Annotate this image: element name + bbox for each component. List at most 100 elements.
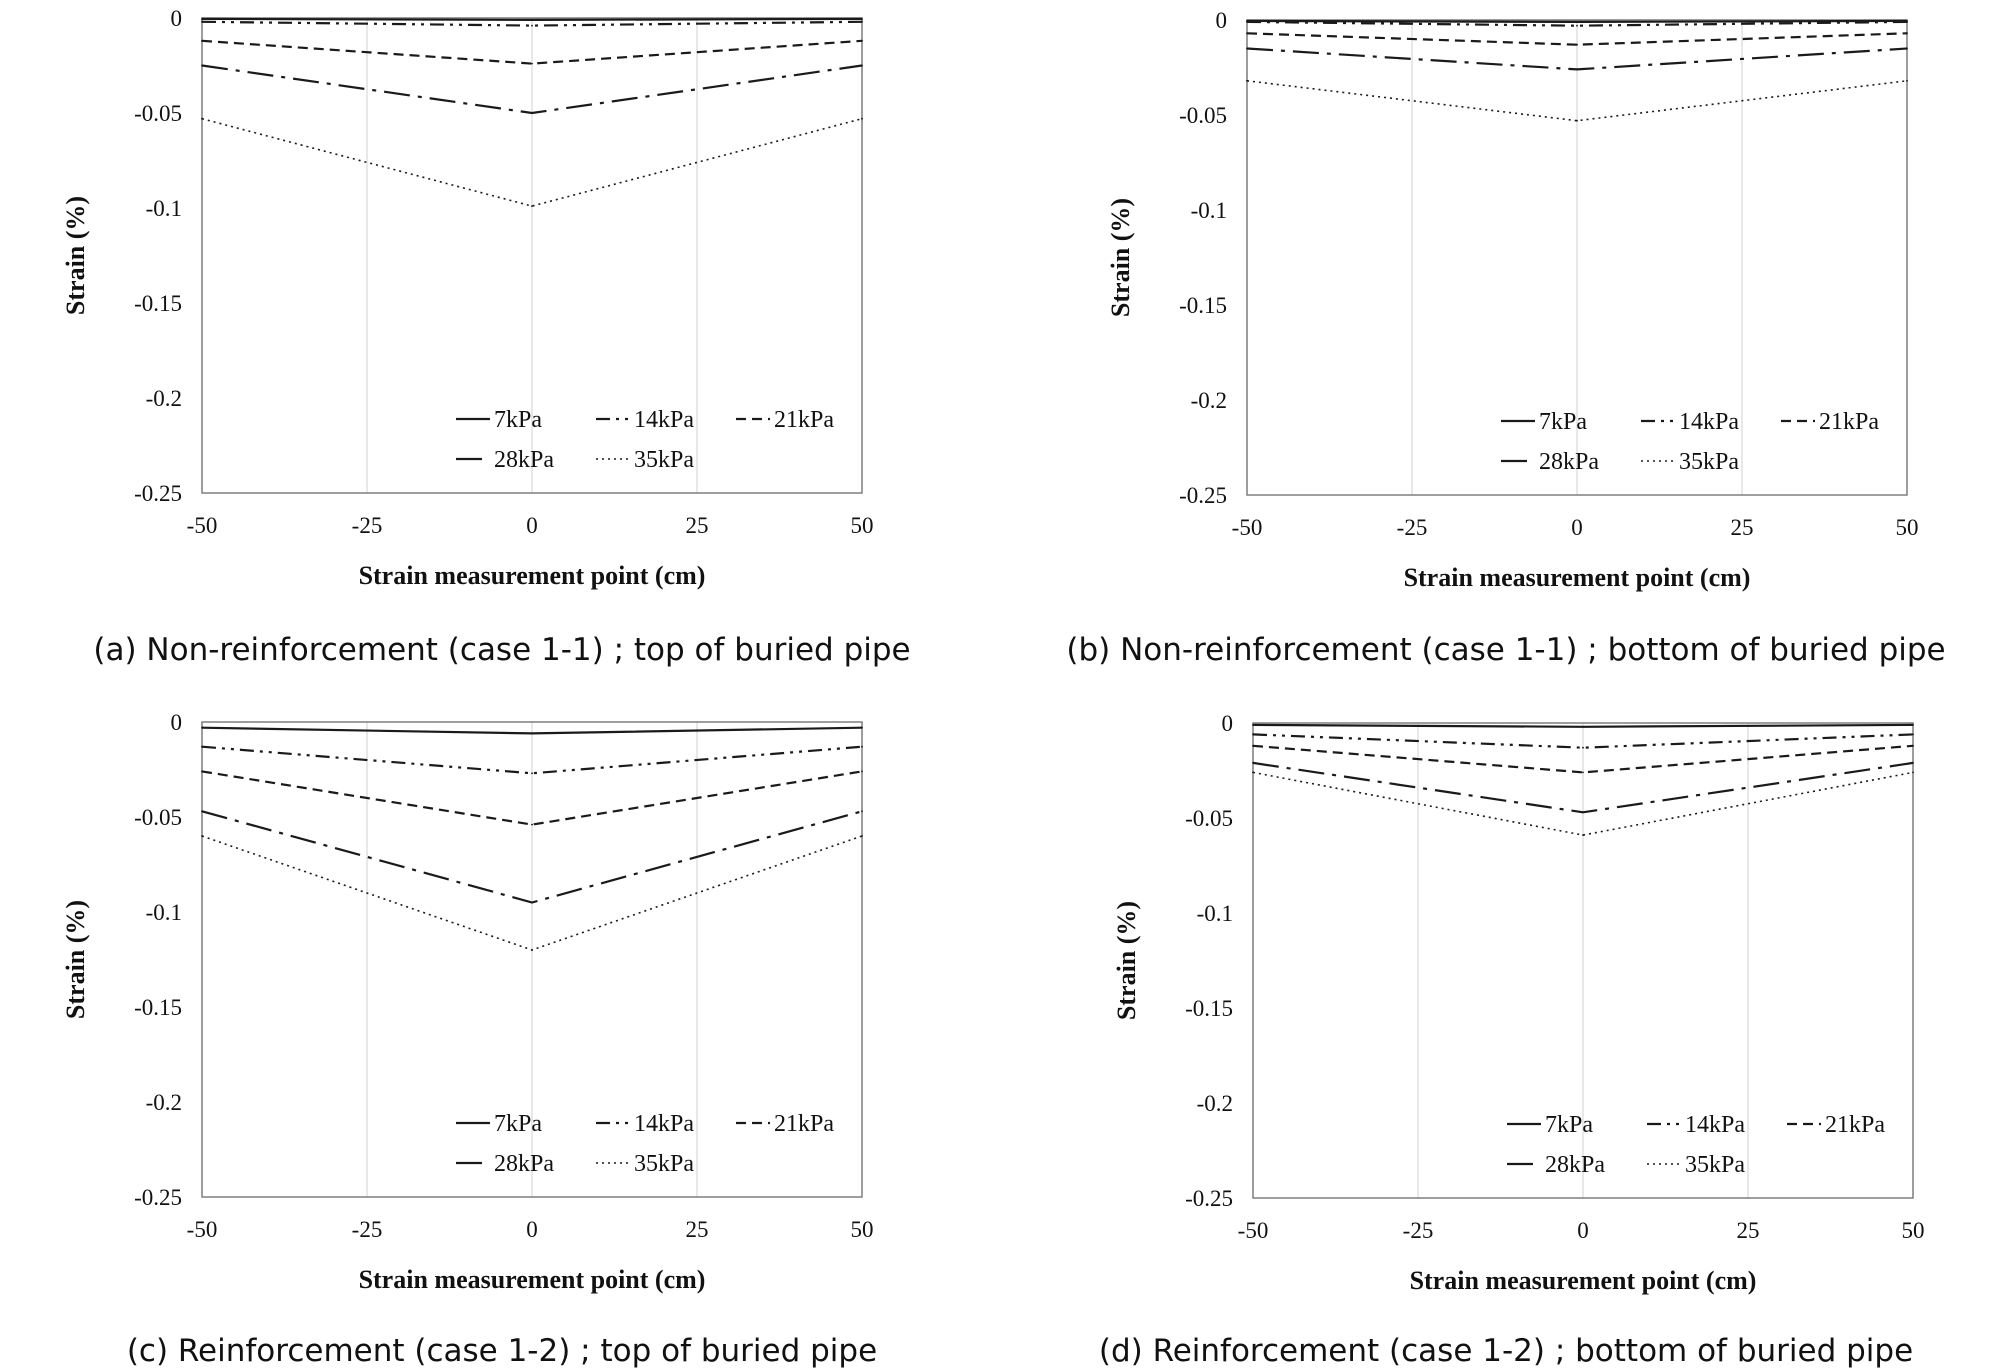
chart-b-x-tick-label: -25 — [1397, 515, 1428, 540]
chart-a-y-tick-label: 0 — [171, 6, 183, 31]
chart-d-plot-frame — [1252, 722, 1914, 1199]
chart-d-series-28kpa-point — [1582, 811, 1584, 814]
chart-a-series-21kpa-point — [861, 39, 863, 42]
chart-c-plot-frame — [201, 721, 863, 1198]
chart-d-y-tick-label: -0.05 — [1185, 806, 1233, 831]
chart-d-x-axis-label: Strain measurement point (cm) — [1410, 1266, 1757, 1295]
chart-c-series-21kpa-point — [861, 770, 863, 773]
chart-c-x-tick-label: -50 — [187, 1217, 218, 1242]
chart-d-x-tick-label: -50 — [1238, 1218, 1269, 1243]
chart-d-series-35kpa-point — [1912, 771, 1914, 774]
chart-c-y-tick-label: -0.1 — [146, 900, 182, 925]
chart-b-plot-frame — [1246, 19, 1908, 496]
chart-c-series-7kpa-point — [201, 726, 203, 729]
chart-b-series-35kpa-point — [1906, 79, 1908, 82]
chart-a-series-35kpa-point — [531, 205, 533, 208]
chart-b-y-tick-label: -0.15 — [1179, 293, 1227, 318]
chart-a-plot: 0 -0.05 -0.1 -0.15 -0.2 -0.25-50 -25 0 25 50 Strai… — [61, 6, 874, 590]
chart-a-x-tick-label: -25 — [352, 513, 383, 538]
chart-d-series-21kpa-point — [1912, 744, 1914, 747]
chart-a-series-14kpa-point — [531, 24, 533, 27]
chart-d-series-7kpa-point — [1252, 724, 1254, 726]
chart-d-legend-label-28kpa: 28kPa — [1545, 1152, 1605, 1178]
chart-b-legend-label-21kpa: 21kPa — [1819, 409, 1879, 435]
chart-a-y-tick-label: -0.1 — [146, 196, 182, 221]
chart-d-x-tick-label: -25 — [1403, 1218, 1434, 1243]
chart-d-series-28kpa-point — [1912, 762, 1914, 764]
chart-c-y-tick-label: -0.25 — [134, 1185, 182, 1210]
chart-a-series-21kpa-point — [201, 39, 203, 42]
chart-d-series-7kpa-point — [1582, 725, 1584, 728]
chart-d-series-14kpa-point — [1582, 746, 1584, 749]
chart-c-x-tick-label: 25 — [686, 1217, 709, 1242]
chart-b-series-28kpa-point — [1906, 47, 1908, 50]
chart-b-legend-label-14kpa: 14kPa — [1679, 409, 1739, 435]
chart-c-legend-label-21kpa: 21kPa — [774, 1111, 834, 1137]
chart-b-series-21kpa-point — [1246, 32, 1248, 35]
chart-c-series-14kpa-point — [201, 745, 203, 748]
chart-c-series-7kpa-point — [861, 726, 863, 729]
chart-a-plot-frame — [201, 17, 863, 494]
chart-d-series-28kpa-point — [1252, 762, 1254, 764]
chart-d-y-axis-label: Strain (%) — [1112, 901, 1141, 1020]
chart-a-series-7kpa-point — [861, 18, 863, 20]
chart-c-x-tick-label: 50 — [851, 1217, 874, 1242]
chart-a-x-axis-label: Strain measurement point (cm) — [359, 561, 706, 590]
chart-d-series-21kpa-point — [1582, 771, 1584, 774]
chart-c-series-14kpa-point — [531, 772, 533, 775]
chart-b-series-35kpa-point — [1246, 79, 1248, 82]
chart-a-caption: (a) Non-reinforcement (case 1-1) ; top o… — [93, 632, 911, 668]
chart-b-y-tick-label: -0.2 — [1191, 388, 1227, 413]
chart-panel-d: 0 -0.05 -0.1 -0.15 -0.2 -0.25 -50 -25 0 25 50 Strai… — [1004, 685, 2008, 1370]
chart-a-series-28kpa-point — [531, 112, 533, 114]
chart-d-series-35kpa-line — [1252, 771, 1914, 836]
chart-b-y-tick-label: -0.25 — [1179, 483, 1227, 508]
chart-c-legend-label-14kpa: 14kPa — [634, 1111, 694, 1137]
chart-d-legend-label-35kpa: 35kPa — [1685, 1152, 1745, 1178]
chart-d-y-tick-label: -0.2 — [1197, 1091, 1233, 1116]
chart-a-series-7kpa-point — [531, 19, 533, 21]
chart-a-x-tick-label: 25 — [686, 513, 709, 538]
chart-a-series-14kpa-point — [201, 20, 203, 23]
chart-d-x-tick-label: 0 — [1577, 1218, 1589, 1243]
chart-a-x-tick-label: 50 — [851, 513, 874, 538]
chart-b-x-tick-label: 0 — [1571, 515, 1583, 540]
chart-a-series-35kpa-point — [201, 117, 203, 120]
chart-b-y-axis-label: Strain (%) — [1106, 198, 1135, 317]
chart-b-series-7kpa-point — [1576, 21, 1578, 23]
chart-b-series-14kpa-point — [1246, 21, 1248, 23]
chart-c-y-tick-label: -0.05 — [134, 805, 182, 830]
chart-d-plot: 0 -0.05 -0.1 -0.15 -0.2 -0.25-50 -25 0 25 50 Strai… — [1112, 711, 1925, 1295]
chart-c-y-tick-label: 0 — [171, 710, 183, 735]
chart-panel-a: 0 -0.05 -0.1 -0.15 -0.2 -0.25 -50 -25 0 25 50 Strai… — [0, 0, 1004, 685]
chart-b-series-14kpa-point — [1906, 21, 1908, 23]
chart-a-x-tick-label: 0 — [526, 513, 538, 538]
chart-b-series-21kpa-line — [1246, 32, 1908, 46]
chart-c-legend-label-35kpa: 35kPa — [634, 1151, 694, 1177]
chart-b-series-28kpa-point — [1576, 68, 1578, 71]
chart-b-series-35kpa-point — [1576, 119, 1578, 122]
chart-c-legend-label-28kpa: 28kPa — [494, 1151, 554, 1177]
chart-c-caption: (c) Reinforcement (case 1-2) ; top of bu… — [126, 1333, 878, 1369]
chart-a-y-tick-label: -0.15 — [134, 291, 182, 316]
chart-c-series-35kpa-point — [861, 835, 863, 837]
chart-a-series-21kpa-line — [201, 39, 863, 65]
chart-d-y-tick-label: -0.15 — [1185, 996, 1233, 1021]
chart-panel-c: 0 -0.05 -0.1 -0.15 -0.2 -0.25 -50 -25 0 25 50 Strai… — [0, 685, 1004, 1370]
chart-b-x-axis-label: Strain measurement point (cm) — [1404, 563, 1751, 592]
chart-a-legend-label-28kpa: 28kPa — [494, 447, 554, 473]
chart-d-series-35kpa-point — [1582, 834, 1584, 836]
chart-c-series-7kpa-point — [531, 732, 533, 735]
chart-a-legend-label-35kpa: 35kPa — [634, 447, 694, 473]
chart-b-y-tick-label: 0 — [1216, 8, 1228, 33]
chart-d-series-21kpa-point — [1252, 744, 1254, 747]
chart-c-series-35kpa-point — [531, 949, 533, 951]
chart-a-legend-label-7kpa: 7kPa — [494, 407, 542, 433]
chart-b-y-tick-label: -0.05 — [1179, 103, 1227, 128]
chart-c-x-axis-label: Strain measurement point (cm) — [359, 1265, 706, 1294]
chart-a-x-tick-label: -50 — [187, 513, 218, 538]
chart-a-series-7kpa-point — [201, 18, 203, 20]
chart-b-legend-label-28kpa: 28kPa — [1539, 449, 1599, 475]
chart-d-y-tick-label: -0.1 — [1197, 901, 1233, 926]
chart-a-series-14kpa-point — [861, 20, 863, 23]
